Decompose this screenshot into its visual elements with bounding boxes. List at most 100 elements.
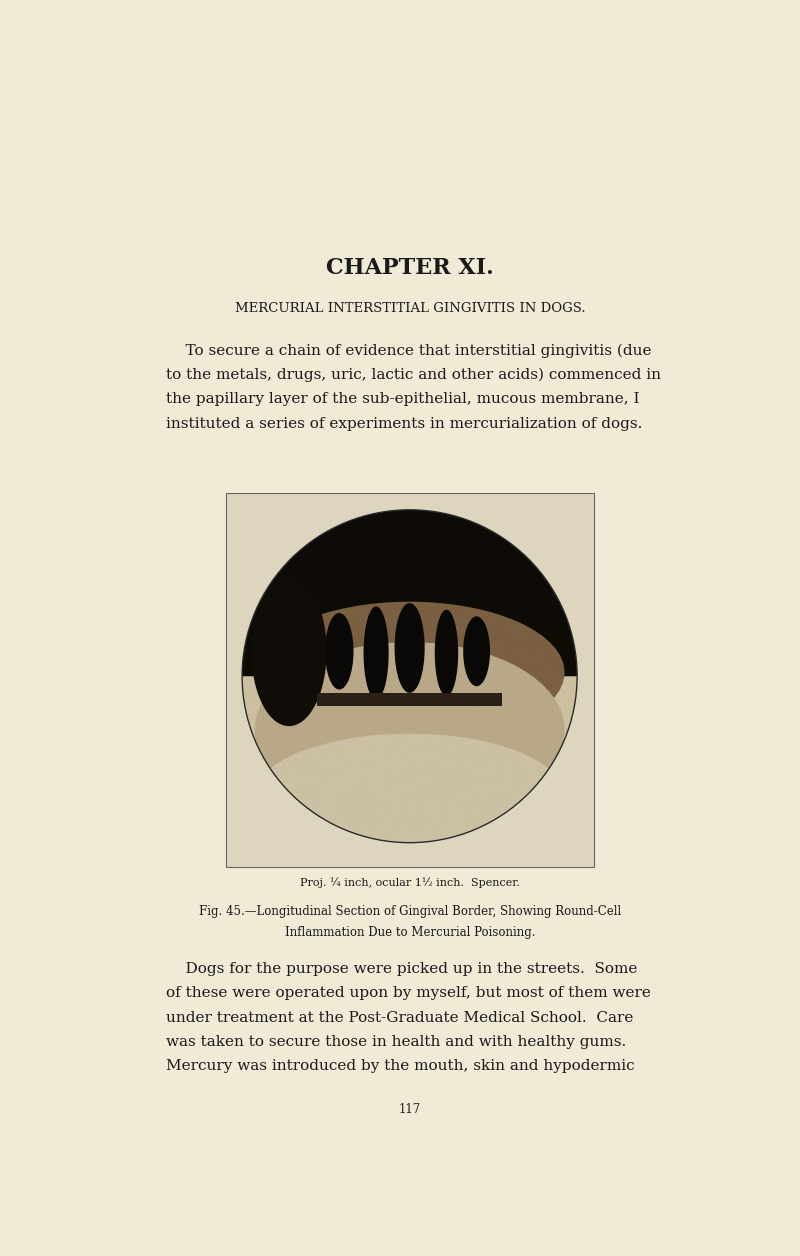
Point bbox=[415, 623, 428, 643]
Point bbox=[410, 582, 422, 602]
Point bbox=[318, 718, 331, 739]
Point bbox=[379, 633, 392, 653]
Point bbox=[462, 803, 474, 823]
Point bbox=[317, 739, 330, 759]
Point bbox=[294, 682, 306, 702]
Point bbox=[504, 625, 517, 646]
Point bbox=[505, 603, 518, 623]
Point bbox=[434, 782, 447, 803]
Point bbox=[455, 711, 468, 731]
Point bbox=[474, 786, 486, 806]
Point bbox=[290, 750, 303, 770]
Point bbox=[344, 806, 357, 826]
Point bbox=[547, 603, 560, 623]
Point bbox=[327, 764, 340, 784]
Point bbox=[271, 674, 284, 695]
Point bbox=[290, 669, 303, 690]
Point bbox=[420, 517, 433, 538]
Point bbox=[256, 619, 269, 639]
Point bbox=[282, 696, 294, 716]
Point bbox=[556, 636, 569, 656]
Point bbox=[330, 700, 343, 720]
Wedge shape bbox=[241, 509, 578, 676]
Point bbox=[447, 614, 460, 634]
Point bbox=[495, 730, 508, 750]
Point bbox=[271, 658, 284, 678]
Point bbox=[481, 746, 494, 766]
Text: 117: 117 bbox=[399, 1103, 421, 1117]
Point bbox=[519, 607, 532, 627]
Point bbox=[401, 764, 414, 784]
Point bbox=[537, 722, 550, 742]
Point bbox=[509, 759, 522, 779]
Ellipse shape bbox=[254, 602, 565, 744]
Point bbox=[326, 692, 339, 712]
Ellipse shape bbox=[363, 607, 389, 700]
Point bbox=[327, 526, 340, 546]
Point bbox=[298, 662, 311, 682]
Point bbox=[282, 629, 294, 649]
Point bbox=[338, 599, 350, 619]
Point bbox=[344, 798, 357, 818]
Point bbox=[526, 615, 538, 636]
Point bbox=[370, 539, 382, 559]
Point bbox=[522, 571, 534, 592]
Point bbox=[295, 755, 308, 775]
Point bbox=[470, 593, 483, 613]
Point bbox=[527, 667, 540, 687]
Point bbox=[282, 622, 294, 642]
Point bbox=[481, 582, 494, 602]
Point bbox=[332, 583, 345, 603]
Point bbox=[550, 628, 563, 648]
Point bbox=[374, 538, 386, 558]
Point bbox=[334, 740, 347, 760]
Point bbox=[526, 577, 538, 597]
Point bbox=[324, 582, 337, 602]
Point bbox=[536, 754, 549, 774]
Point bbox=[347, 613, 360, 633]
Point bbox=[382, 674, 395, 695]
Point bbox=[421, 698, 434, 718]
Point bbox=[349, 524, 362, 544]
Point bbox=[499, 677, 512, 697]
Point bbox=[329, 563, 342, 583]
Point bbox=[436, 720, 449, 740]
Point bbox=[497, 620, 510, 641]
Point bbox=[254, 695, 267, 715]
Point bbox=[433, 683, 446, 703]
Point bbox=[416, 810, 429, 830]
Point bbox=[442, 659, 454, 679]
Point bbox=[523, 628, 536, 648]
Point bbox=[310, 623, 323, 643]
Point bbox=[458, 582, 471, 602]
Point bbox=[376, 685, 389, 705]
Point bbox=[393, 730, 406, 750]
Point bbox=[562, 647, 575, 667]
Point bbox=[290, 717, 302, 737]
Point bbox=[502, 653, 514, 673]
Point bbox=[450, 760, 462, 780]
Point bbox=[553, 671, 566, 691]
Point bbox=[475, 545, 488, 565]
Point bbox=[308, 775, 321, 795]
Point bbox=[470, 681, 483, 701]
Point bbox=[423, 604, 436, 624]
Point bbox=[438, 762, 451, 782]
Point bbox=[471, 672, 484, 692]
Point bbox=[418, 529, 431, 549]
Point bbox=[482, 713, 495, 734]
Point bbox=[366, 662, 379, 682]
Point bbox=[290, 578, 303, 598]
Point bbox=[504, 563, 517, 583]
Point bbox=[361, 629, 374, 649]
Point bbox=[426, 737, 438, 757]
Point bbox=[335, 574, 348, 594]
Point bbox=[362, 810, 375, 830]
Point bbox=[511, 727, 524, 747]
Text: To secure a chain of evidence that interstitial gingivitis (due: To secure a chain of evidence that inter… bbox=[166, 344, 651, 358]
Point bbox=[378, 632, 390, 652]
Point bbox=[500, 687, 513, 707]
Point bbox=[470, 569, 482, 589]
Point bbox=[395, 723, 408, 744]
Point bbox=[484, 529, 497, 549]
